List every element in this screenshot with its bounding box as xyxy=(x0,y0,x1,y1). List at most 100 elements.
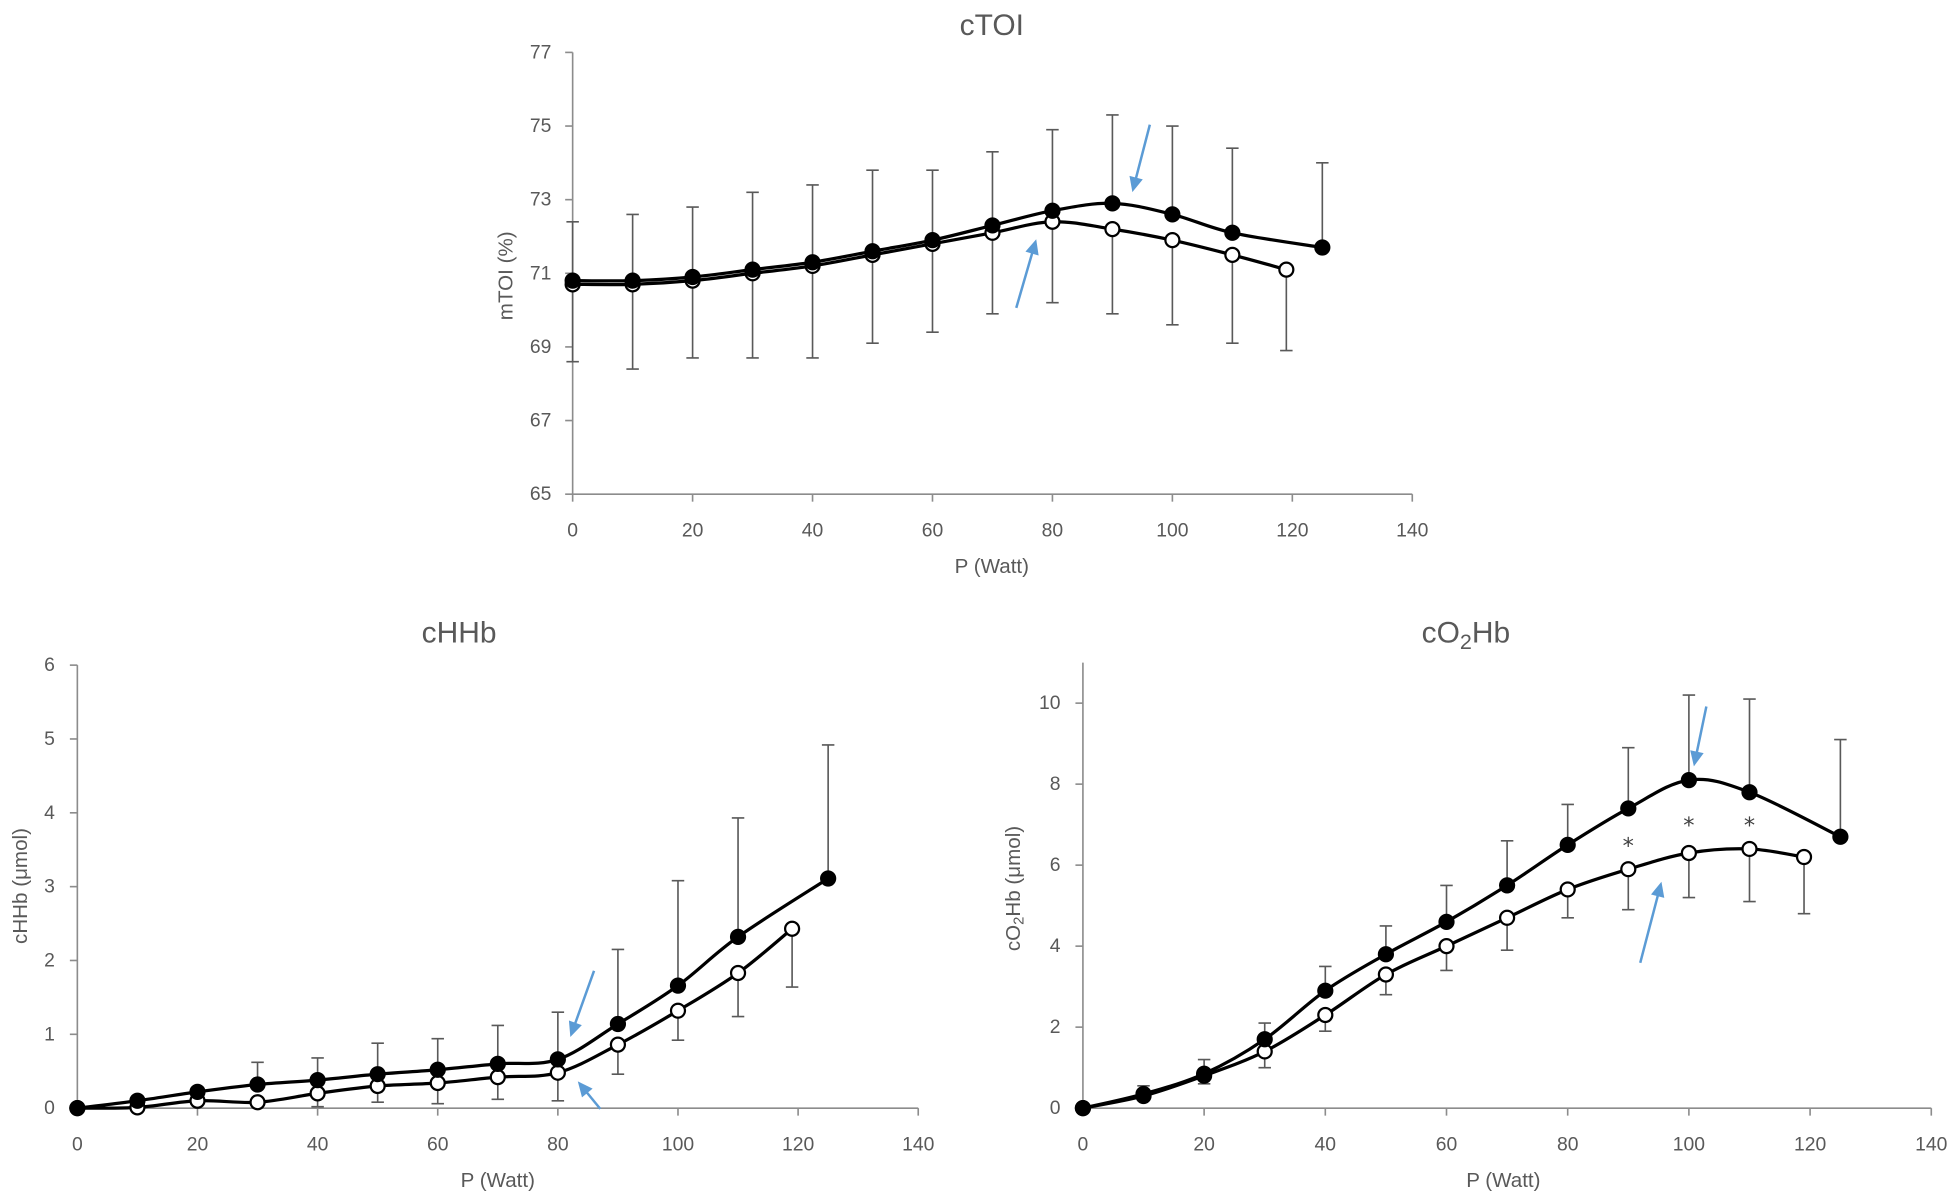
co2hb-open-point-12 xyxy=(1795,848,1813,866)
ctoi-filled-point-7 xyxy=(984,217,1001,234)
chhb-open-point-4 xyxy=(309,1085,326,1102)
co2hb-y-axis-label-part-2: Hb (μmol) xyxy=(1002,826,1025,917)
co2hb-arrow-0-head xyxy=(1690,750,1704,767)
chhb-x-tick-label-5: 100 xyxy=(662,1134,694,1156)
chart-chhb: 0 20 40 60 80 100 120 140 0 1 2 3 4 5 6 cHHb P (Watt) cHH… xyxy=(8,617,934,1192)
chhb-filled-error-bar-11 xyxy=(731,817,745,937)
chhb-filled-point-1 xyxy=(129,1092,146,1109)
ctoi-title: cTOI xyxy=(960,9,1024,42)
ctoi-arrow-1-head xyxy=(1025,239,1039,256)
ctoi-open-point-12 xyxy=(1278,261,1295,278)
co2hb-filled-series-line xyxy=(1082,777,1842,1110)
chhb-y-tick-label-0: 0 xyxy=(44,1097,55,1119)
ctoi-x-axis-label-part-0: P (Watt) xyxy=(955,555,1029,578)
chhb-filled-point-10 xyxy=(669,977,687,994)
chhb-filled-point-11 xyxy=(729,928,747,945)
co2hb-open-point-10 xyxy=(1680,844,1698,862)
ctoi-x-tick-label-6: 120 xyxy=(1276,520,1308,542)
chhb-y-axis-label: cHHb (μmol) xyxy=(8,828,31,944)
ctoi-filled-point-0 xyxy=(564,272,581,289)
chhb-filled-point-6 xyxy=(429,1061,446,1078)
ctoi-filled-error-bar-10 xyxy=(1166,125,1179,215)
ctoi-filled-error-bar-8 xyxy=(1046,128,1059,211)
co2hb-asterisk-1: * xyxy=(1683,813,1694,839)
chart-ctoi: 0 20 40 60 80 100 120 140 65 67 69 71 73 75 77 cTOI P (W… xyxy=(494,9,1429,578)
co2hb-x-tick-label-7: 140 xyxy=(1915,1134,1947,1156)
chhb-x-tick-label-3: 60 xyxy=(427,1134,448,1156)
ctoi-filled-point-10 xyxy=(1164,206,1181,223)
co2hb-y-axis-label-part-1: 2 xyxy=(1011,917,1027,925)
co2hb-y-tick-label-0: 0 xyxy=(1050,1097,1061,1119)
ctoi-x-tick-label-2: 40 xyxy=(802,520,823,542)
chhb-x-tick-label-7: 140 xyxy=(902,1134,934,1156)
ctoi-filled-error-bar-9 xyxy=(1106,114,1119,204)
chhb-open-point-8 xyxy=(549,1064,566,1081)
ctoi-filled-point-3 xyxy=(744,261,761,278)
chhb-filled-point-12 xyxy=(820,870,837,887)
chhb-open-point-12 xyxy=(783,920,801,937)
ctoi-arrow-0-shaft xyxy=(1133,124,1152,182)
chhb-filled-point-5 xyxy=(369,1066,386,1083)
ctoi-y-tick-label-3: 71 xyxy=(530,262,551,284)
ctoi-filled-point-11 xyxy=(1224,224,1241,241)
co2hb-filled-point-0 xyxy=(1074,1100,1092,1117)
chhb-y-tick-label-5: 5 xyxy=(44,728,55,750)
co2hb-filled-error-bar-9 xyxy=(1622,746,1635,809)
co2hb-y-tick-label-5: 10 xyxy=(1039,692,1060,714)
co2hb-x-tick-label-1: 20 xyxy=(1193,1134,1214,1156)
ctoi-filled-point-2 xyxy=(684,268,701,286)
co2hb-x-tick-label-6: 120 xyxy=(1794,1134,1826,1156)
co2hb-filled-point-6 xyxy=(1438,913,1455,930)
chhb-arrow-1-head xyxy=(577,1081,593,1098)
co2hb-open-point-5 xyxy=(1377,966,1395,983)
co2hb-filled-point-12 xyxy=(1832,828,1849,845)
ctoi-filled-error-bar-0 xyxy=(566,220,579,281)
co2hb-open-point-11 xyxy=(1741,840,1758,858)
ctoi-filled-point-5 xyxy=(864,243,881,260)
ctoi-filled-point-1 xyxy=(624,272,641,289)
chhb-y-tick-label-6: 6 xyxy=(44,654,55,676)
co2hb-arrow-1-shaft xyxy=(1639,892,1660,964)
chhb-filled-point-4 xyxy=(309,1071,326,1089)
ctoi-arrow-1-shaft xyxy=(1015,249,1035,309)
co2hb-x-tick-label-3: 60 xyxy=(1436,1134,1457,1156)
chhb-x-axis-label: P (Watt) xyxy=(461,1169,535,1192)
chhb-filled-error-bar-10 xyxy=(671,879,685,986)
co2hb-open-series-line xyxy=(1082,847,1805,1110)
ctoi-filled-error-bar-7 xyxy=(986,150,999,226)
co2hb-x-tick-label-5: 100 xyxy=(1673,1134,1705,1156)
chhb-title: cHHb xyxy=(422,617,497,650)
co2hb-filled-point-8 xyxy=(1559,836,1576,854)
co2hb-arrow-0 xyxy=(1690,706,1708,767)
chhb-arrow-0 xyxy=(568,970,596,1037)
chhb-arrow-0-head xyxy=(568,1020,582,1037)
co2hb-filled-error-bar-11 xyxy=(1743,698,1756,793)
ctoi-open-error-bar-4 xyxy=(806,265,819,359)
ctoi-filled-error-bar-2 xyxy=(686,206,699,277)
co2hb-filled-error-bar-10 xyxy=(1682,694,1696,781)
ctoi-x-tick-label-4: 80 xyxy=(1042,520,1063,542)
co2hb-asterisk-2: * xyxy=(1744,813,1755,839)
ctoi-open-error-bar-10 xyxy=(1166,240,1179,326)
co2hb-filled-point-3 xyxy=(1256,1031,1273,1048)
ctoi-y-tick-label-2: 69 xyxy=(530,336,551,358)
ctoi-open-error-bar-9 xyxy=(1106,229,1119,315)
co2hb-arrow-0-shaft xyxy=(1694,706,1708,756)
ctoi-open-error-bar-6 xyxy=(926,243,939,334)
ctoi-filled-error-bar-1 xyxy=(626,213,639,281)
ctoi-arrow-0 xyxy=(1129,124,1152,193)
ctoi-y-tick-label-4: 73 xyxy=(530,189,551,211)
ctoi-arrow-0-head xyxy=(1129,175,1143,193)
ctoi-arrow-1 xyxy=(1015,239,1039,309)
ctoi-open-error-bar-5 xyxy=(866,254,879,345)
ctoi-y-tick-label-5: 75 xyxy=(530,115,551,137)
ctoi-x-tick-label-7: 140 xyxy=(1396,520,1428,542)
co2hb-x-axis-label: P (Watt) xyxy=(1466,1169,1540,1192)
co2hb-filled-point-10 xyxy=(1680,771,1698,789)
co2hb-open-point-4 xyxy=(1317,1006,1334,1024)
ctoi-x-tick-label-5: 100 xyxy=(1156,520,1188,542)
ctoi-filled-error-bar-11 xyxy=(1226,147,1239,233)
